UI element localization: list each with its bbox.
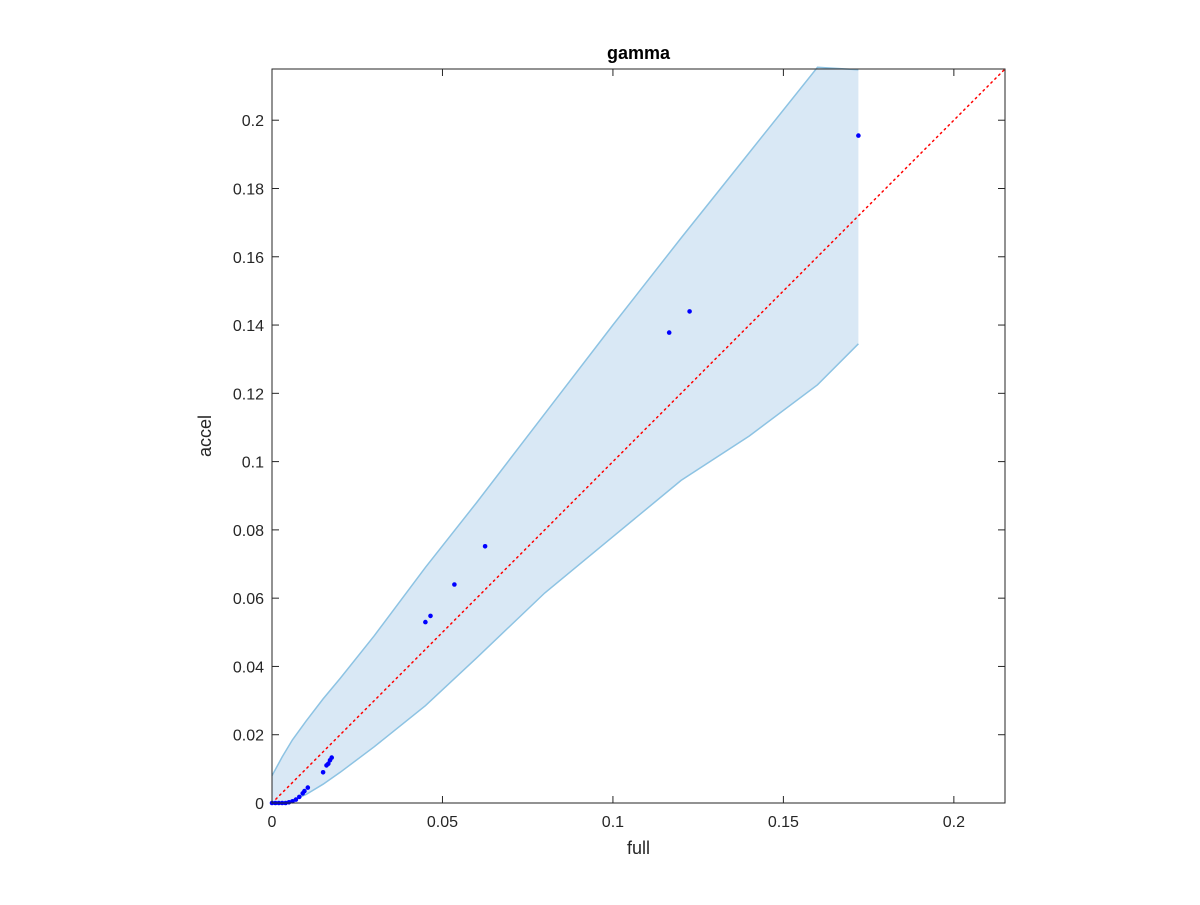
data-point [856, 133, 861, 138]
data-point [326, 761, 331, 766]
data-point [293, 797, 299, 802]
plot-area [269, 66, 1006, 806]
y-axis: 0 0.02 0.04 0.06 0.08 0.1 0.12 0.14 0.16 0.18 0.2 [233, 113, 1005, 813]
y-tick-label: 0.06 [233, 591, 264, 608]
y-tick-label: 0.16 [233, 250, 264, 267]
data-point [428, 613, 433, 619]
identity-reference-line [271, 68, 1006, 804]
data-point [329, 755, 335, 760]
y-tick-label: 0.2 [242, 113, 264, 130]
x-tick-label: 0 [268, 814, 277, 831]
y-tick-label: 0.1 [242, 455, 264, 472]
y-tick-label: 0.14 [233, 318, 264, 335]
data-point [305, 785, 311, 790]
y-tick-label: 0.02 [233, 728, 264, 745]
data-point [302, 788, 307, 794]
data-point [482, 544, 488, 549]
data-point [666, 330, 672, 335]
x-tick-label: 0.15 [768, 814, 799, 831]
y-tick-label: 0 [255, 796, 264, 813]
confidence-band-upper-edge [271, 66, 859, 777]
data-point [452, 582, 457, 587]
x-tick-label: 0.05 [427, 814, 458, 831]
y-tick-label: 0.08 [233, 523, 264, 540]
chart-title: gamma [607, 43, 671, 63]
y-tick-label: 0.04 [233, 659, 264, 676]
data-point [290, 799, 295, 804]
axes-box [271, 68, 1006, 804]
y-tick-label: 0.18 [233, 181, 264, 198]
data-point [423, 619, 428, 625]
data-point [687, 309, 692, 314]
confidence-band-fill [272, 67, 859, 804]
y-tick-label: 0.12 [233, 386, 264, 403]
x-tick-label: 0.1 [602, 814, 624, 831]
x-tick-label: 0.2 [943, 814, 965, 831]
y-axis-title: accel [195, 415, 215, 457]
x-axis: 0 0.05 0.1 0.15 0.2 [268, 69, 965, 831]
x-axis-title: full [627, 838, 650, 858]
data-point [297, 794, 302, 800]
data-point [320, 770, 326, 775]
